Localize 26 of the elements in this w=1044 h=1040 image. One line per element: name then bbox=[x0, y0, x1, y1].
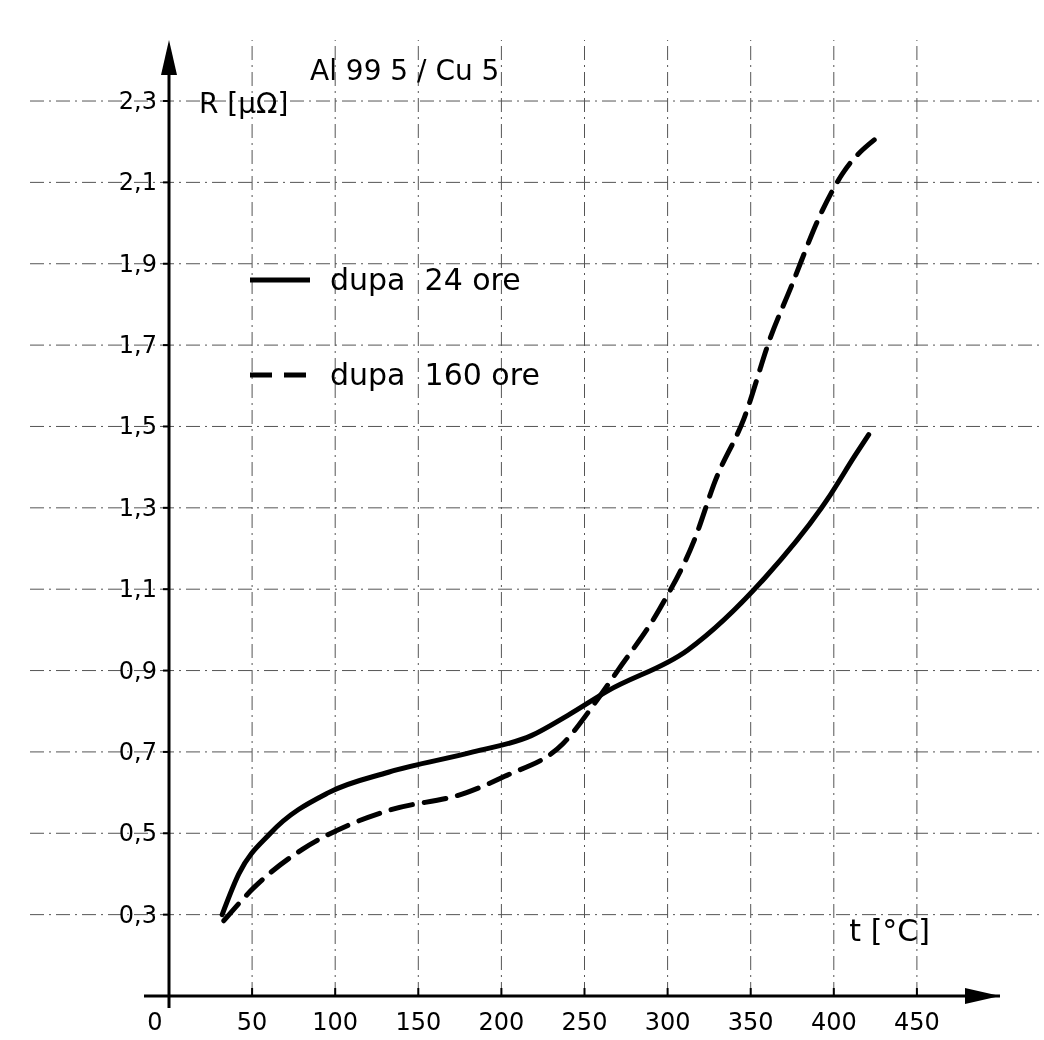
legend-title: Al 99 5 / Cu 5 bbox=[310, 54, 500, 87]
y-tick-label: 1,9 bbox=[118, 249, 157, 278]
y-tick-label: 0,3 bbox=[118, 900, 157, 929]
y-tick-label: 2,1 bbox=[118, 168, 157, 197]
x-tick-label: 0 bbox=[147, 1008, 163, 1036]
x-tick-label: 150 bbox=[395, 1008, 442, 1036]
y-tick-label: 0,7 bbox=[118, 737, 157, 766]
x-tick-label: 350 bbox=[727, 1008, 774, 1036]
y-tick-label: 1,1 bbox=[118, 575, 157, 604]
legend-label: dupa 160 ore bbox=[330, 357, 540, 392]
x-tick-label: 50 bbox=[236, 1008, 268, 1036]
legend-label: dupa 24 ore bbox=[330, 262, 521, 297]
y-tick-label: 0,9 bbox=[118, 656, 157, 685]
y-tick-label: 1,3 bbox=[118, 493, 157, 522]
x-tick-label: 250 bbox=[561, 1008, 608, 1036]
y-tick-label: 1,5 bbox=[118, 412, 157, 441]
y-tick-label: 2,3 bbox=[118, 87, 157, 116]
x-tick-label: 300 bbox=[644, 1008, 691, 1036]
x-tick-label: 100 bbox=[312, 1008, 359, 1036]
y-tick-label: 1,7 bbox=[118, 331, 157, 360]
x-tick-label: 200 bbox=[478, 1008, 525, 1036]
x-axis-title: t [°C] bbox=[849, 913, 930, 948]
y-tick-label: 0,5 bbox=[118, 819, 157, 848]
y-axis-title: R [μΩ] bbox=[199, 87, 289, 121]
x-tick-label: 450 bbox=[893, 1008, 940, 1036]
x-tick-label: 400 bbox=[810, 1008, 857, 1036]
